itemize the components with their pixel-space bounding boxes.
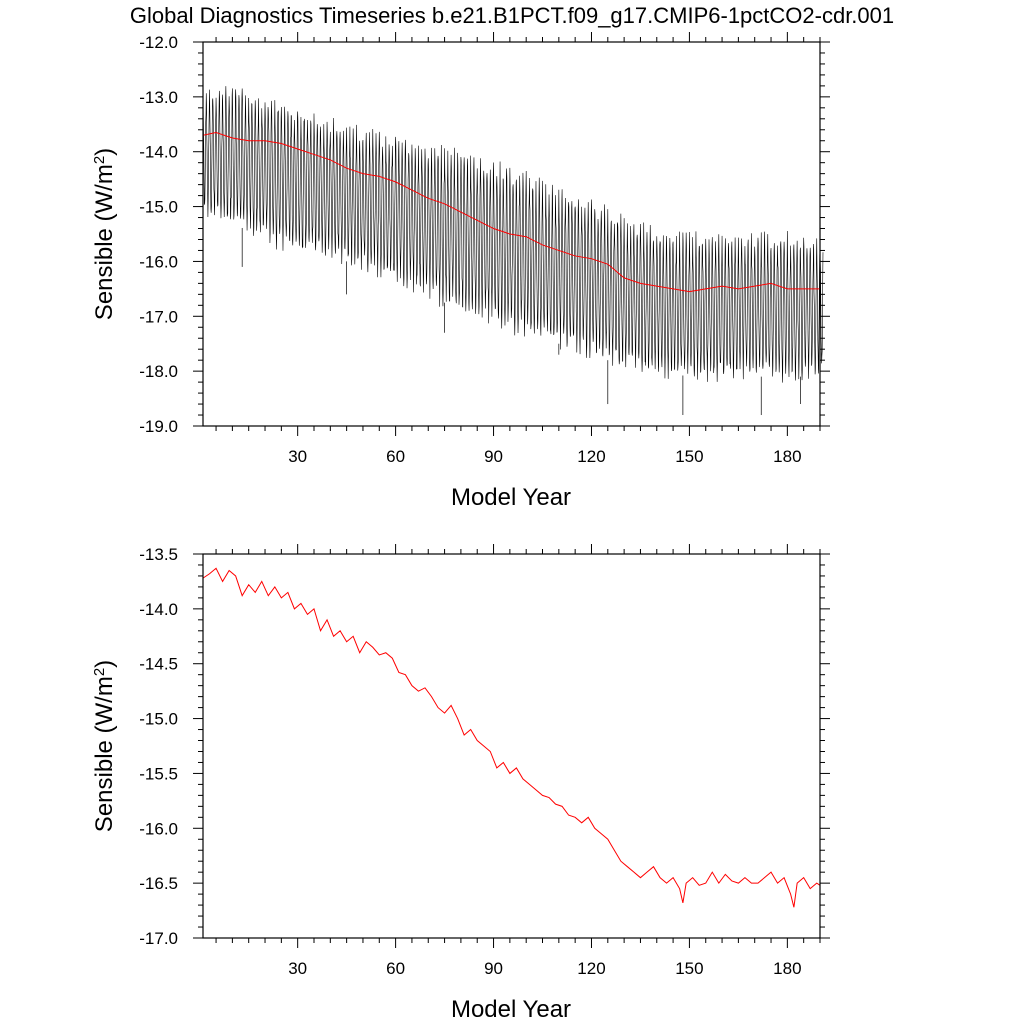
bottom-y-tick-label: -15.0 [139,710,178,729]
top-x-axis-label: Model Year [451,484,571,511]
bottom-plot-marks [202,567,821,908]
bottom-y-tick-label: -17.0 [139,929,178,948]
bottom-ticks: 30 60 90 120 150 180 -13.5 -14.0 -14.5 -15.0 -15.5… [139,544,830,978]
top-y-tick-label: -17.0 [139,307,178,326]
figure-title: Global Diagnostics Timeseries b.e21.B1PC… [130,3,894,28]
top-plot-frame [202,41,821,427]
bottom-panel: 30 60 90 120 150 180 -13.5 -14.0 -14.5 -15.0 -15.5… [91,544,830,1023]
top-x-tick-label: 120 [577,447,605,466]
top-annual-series-line [202,131,820,293]
top-x-tick-label: 180 [773,447,801,466]
bottom-y-axis-label: Sensible (W/m2) [91,660,119,832]
top-x-tick-label: 90 [484,447,503,466]
bottom-x-tick-label: 60 [386,959,405,978]
top-x-tick-label: 30 [288,447,307,466]
top-x-tick-label: 150 [675,447,703,466]
bottom-y-tick-label: -16.5 [139,874,178,893]
bottom-annual-series-line [202,567,821,908]
bottom-x-axis-label: Model Year [451,996,571,1023]
top-y-tick-label: -12.0 [139,33,178,52]
top-y-tick-label: -19.0 [139,417,178,436]
bottom-plot-frame [202,553,821,939]
top-plot-marks [202,86,824,416]
bottom-x-tick-label: 120 [577,959,605,978]
bottom-x-tick-label: 180 [773,959,801,978]
bottom-y-tick-label: -15.5 [139,764,178,783]
bottom-x-tick-label: 30 [288,959,307,978]
top-y-tick-label: -14.0 [139,143,178,162]
top-x-tick-label: 60 [386,447,405,466]
top-y-tick-label: -15.0 [139,198,178,217]
bottom-y-tick-label: -13.5 [139,545,178,564]
top-y-tick-label: -18.0 [139,362,178,381]
bottom-x-tick-label: 90 [484,959,503,978]
top-y-axis-label: Sensible (W/m2) [91,148,119,320]
top-y-tick-label: -13.0 [139,88,178,107]
top-y-tick-label: -16.0 [139,252,178,271]
top-ticks: 30 60 90 120 150 180 -12.0 -13.0 -14.0 -15.0 -16.0… [139,32,830,466]
bottom-y-tick-label: -14.0 [139,600,178,619]
bottom-y-tick-label: -14.5 [139,655,178,674]
bottom-y-tick-label: -16.0 [139,819,178,838]
bottom-x-tick-label: 150 [675,959,703,978]
top-monthly-series-line [202,86,824,383]
top-panel: 30 60 90 120 150 180 -12.0 -13.0 -14.0 -15.0 -16.0… [91,32,830,511]
